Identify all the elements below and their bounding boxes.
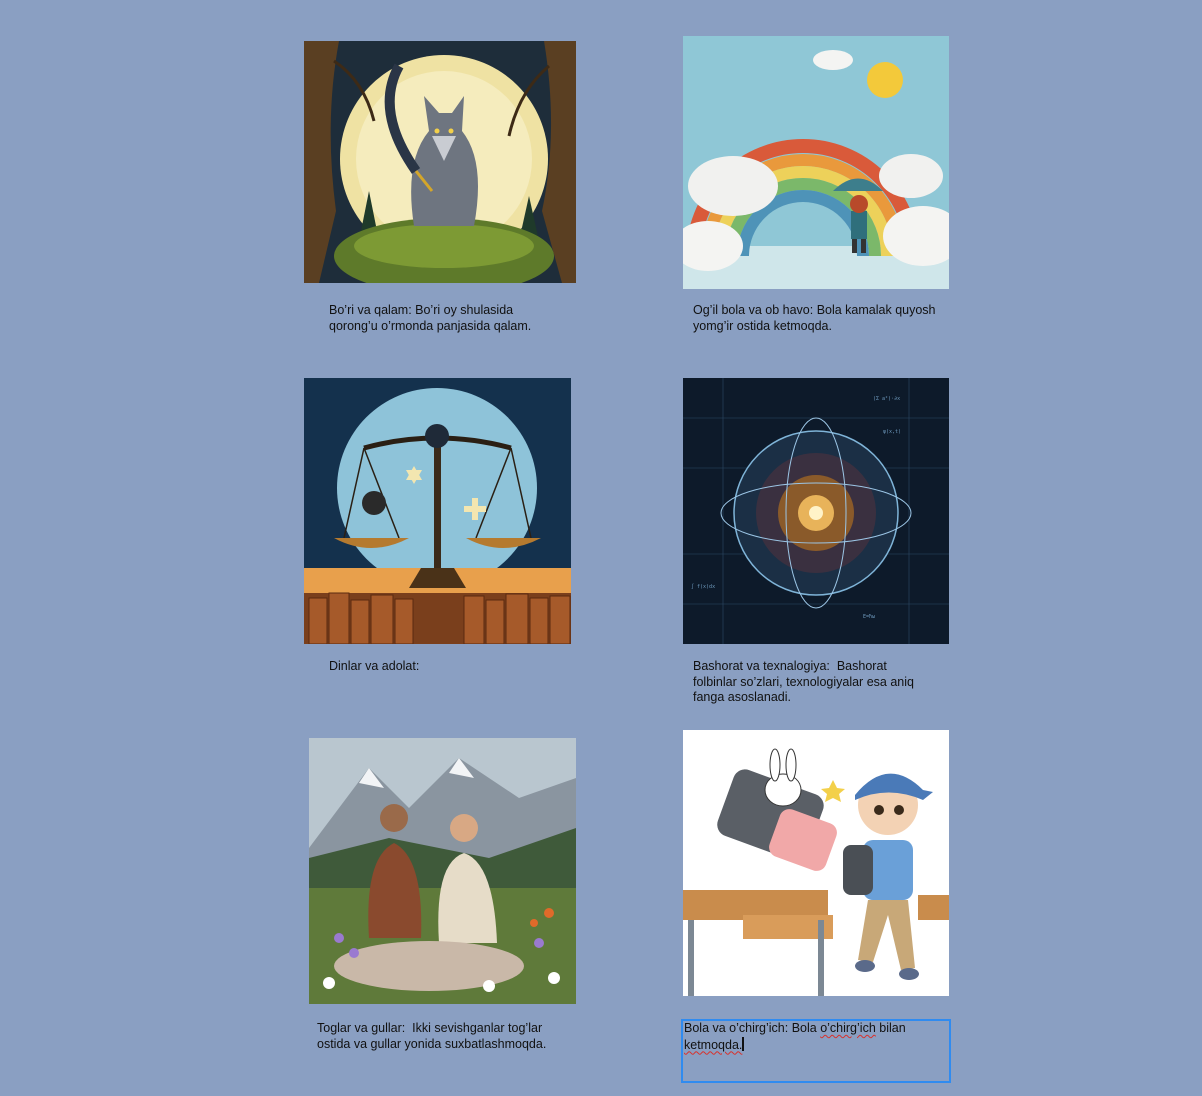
spellcheck-word[interactable]: ketmoqda. <box>684 1037 743 1052</box>
text-caret <box>742 1036 744 1051</box>
caption-text-part: Bola va o’chirg’ich: Bola <box>684 1021 821 1035</box>
card-caption[interactable]: Bo’ri va qalam: Bo’ri oy shulasida qoron… <box>329 303 532 333</box>
cartoon-boy-eraser-image[interactable] <box>683 730 949 996</box>
spellcheck-word[interactable]: o’chirg’ich <box>820 1021 876 1035</box>
scales-religions-image[interactable] <box>304 378 571 644</box>
caption-edit-box[interactable]: Bola va o’chirg’ich: Bola o’chirg’ich bi… <box>681 1019 951 1083</box>
svg-text:(Σ a²)·∂x: (Σ a²)·∂x <box>873 396 900 402</box>
caption-text-part: bilan <box>879 1021 906 1035</box>
card-caption-editing[interactable]: Bola va o’chirg’ich: Bola o’chirg’ich bi… <box>683 1021 949 1053</box>
card-caption[interactable]: Dinlar va adolat: <box>329 659 420 673</box>
couple-meadow-image[interactable] <box>309 738 576 1004</box>
rainbow-boy-illustration <box>683 36 949 289</box>
cartoon-boy-eraser-illustration <box>683 730 949 996</box>
wolf-moon-illustration <box>304 41 576 283</box>
card-caption[interactable]: Og’il bola va ob havo: Bola kamalak quyo… <box>693 303 936 333</box>
wolf-moon-image[interactable] <box>304 41 576 283</box>
couple-meadow-photo <box>309 738 576 1004</box>
svg-text:∫ f(x)dx: ∫ f(x)dx <box>691 583 715 590</box>
card-caption[interactable]: Bashorat va texnalogiya: Bashorat folbin… <box>693 659 914 704</box>
sphere-equations-illustration: (Σ a²)·∂x ψ(x,t) ∫ f(x)dx E=ħω <box>683 378 949 644</box>
svg-text:E=ħω: E=ħω <box>863 614 875 620</box>
card-caption[interactable]: Toglar va gullar: Ikki sevishganlar tog’… <box>317 1021 547 1051</box>
svg-text:ψ(x,t): ψ(x,t) <box>883 429 901 435</box>
scales-religions-illustration <box>304 378 571 644</box>
rainbow-boy-image[interactable] <box>683 36 949 289</box>
sphere-equations-image[interactable]: (Σ a²)·∂x ψ(x,t) ∫ f(x)dx E=ħω <box>683 378 949 644</box>
